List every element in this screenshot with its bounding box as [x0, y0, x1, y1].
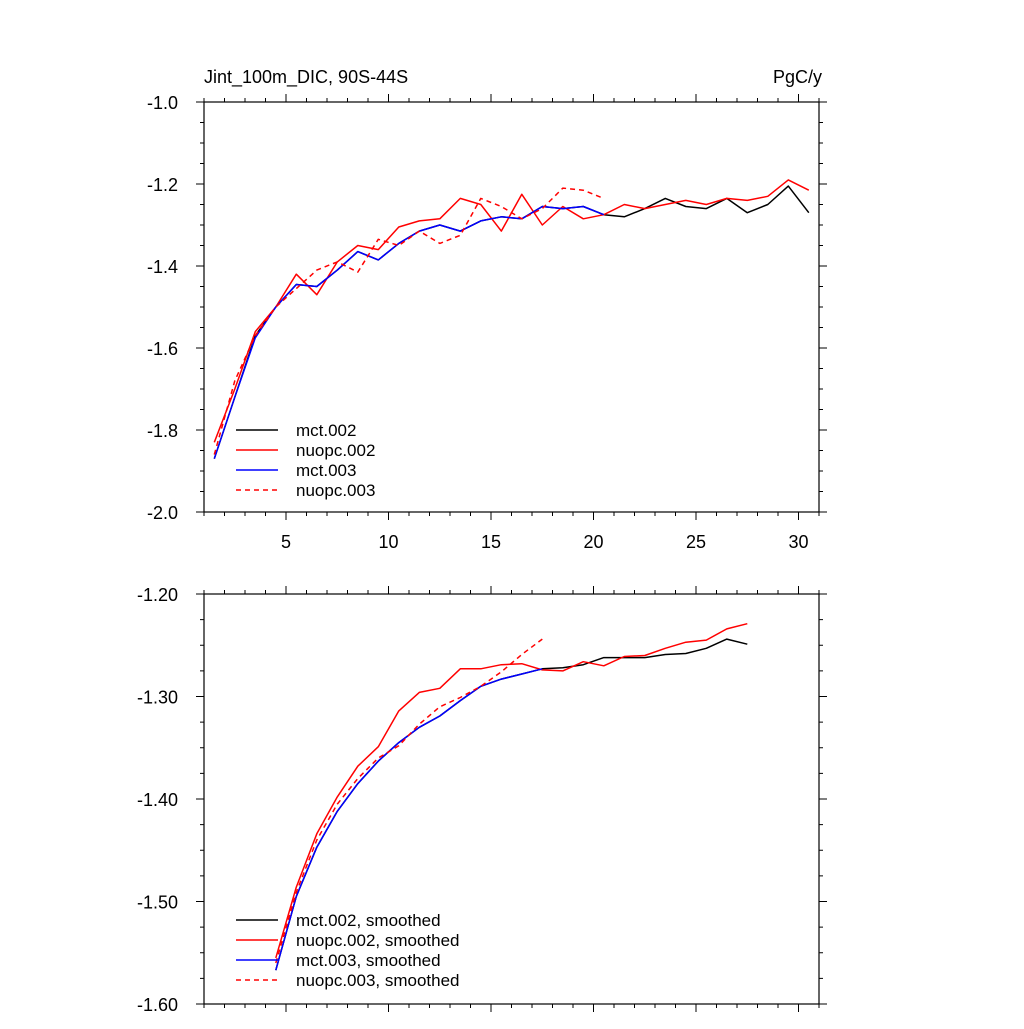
x-tick-label: 5: [281, 532, 291, 552]
y-tick-label: -1.40: [137, 790, 178, 810]
bottom-panel: -1.60 -1.50 -1.40 -1.30 -1.20 mct.002, smoot…: [137, 585, 827, 1015]
x-tick-label: 25: [686, 532, 706, 552]
y-tick-label: -1.0: [147, 93, 178, 113]
series-line: [213, 185, 810, 459]
top-panel-title: Jint_100m_DIC, 90S-44S: [204, 67, 408, 88]
legend-label: nuopc.002, smoothed: [296, 931, 460, 950]
series-line: [275, 622, 748, 959]
y-tick-label: -1.2: [147, 175, 178, 195]
y-tick-label: -1.20: [137, 585, 178, 605]
top-panel-ticks: 5 10 15 20 25 30 -2.0 -1.8 -1.6 -1.4 -1.2 -1.0: [147, 93, 827, 552]
top-panel: Jint_100m_DIC, 90S-44S PgC/y 5 10 15 20 25 30…: [147, 67, 827, 552]
bottom-panel-ticks: -1.60 -1.50 -1.40 -1.30 -1.20: [137, 585, 827, 1015]
y-tick-label: -1.30: [137, 688, 178, 708]
legend-label: nuopc.003: [296, 481, 375, 500]
legend-label: nuopc.002: [296, 441, 375, 460]
series-line: [213, 179, 810, 443]
series-line: [275, 638, 543, 964]
top-panel-units: PgC/y: [773, 67, 822, 87]
top-panel-series: [213, 179, 810, 459]
y-tick-label: -1.4: [147, 257, 178, 277]
legend-label: mct.003, smoothed: [296, 951, 441, 970]
y-tick-label: -1.8: [147, 421, 178, 441]
y-tick-label: -1.60: [137, 995, 178, 1015]
y-tick-label: -2.0: [147, 503, 178, 523]
x-tick-label: 10: [378, 532, 398, 552]
y-tick-label: -1.6: [147, 339, 178, 359]
legend-label: mct.002, smoothed: [296, 911, 441, 930]
x-tick-label: 30: [788, 532, 808, 552]
y-tick-label: -1.50: [137, 893, 178, 913]
x-tick-label: 20: [583, 532, 603, 552]
legend-label: nuopc.003, smoothed: [296, 971, 460, 990]
bottom-panel-series: [275, 622, 748, 971]
series-line: [213, 187, 605, 455]
legend-label: mct.003: [296, 461, 356, 480]
series-line: [213, 205, 605, 459]
legend-label: mct.002: [296, 421, 356, 440]
x-tick-label: 15: [481, 532, 501, 552]
